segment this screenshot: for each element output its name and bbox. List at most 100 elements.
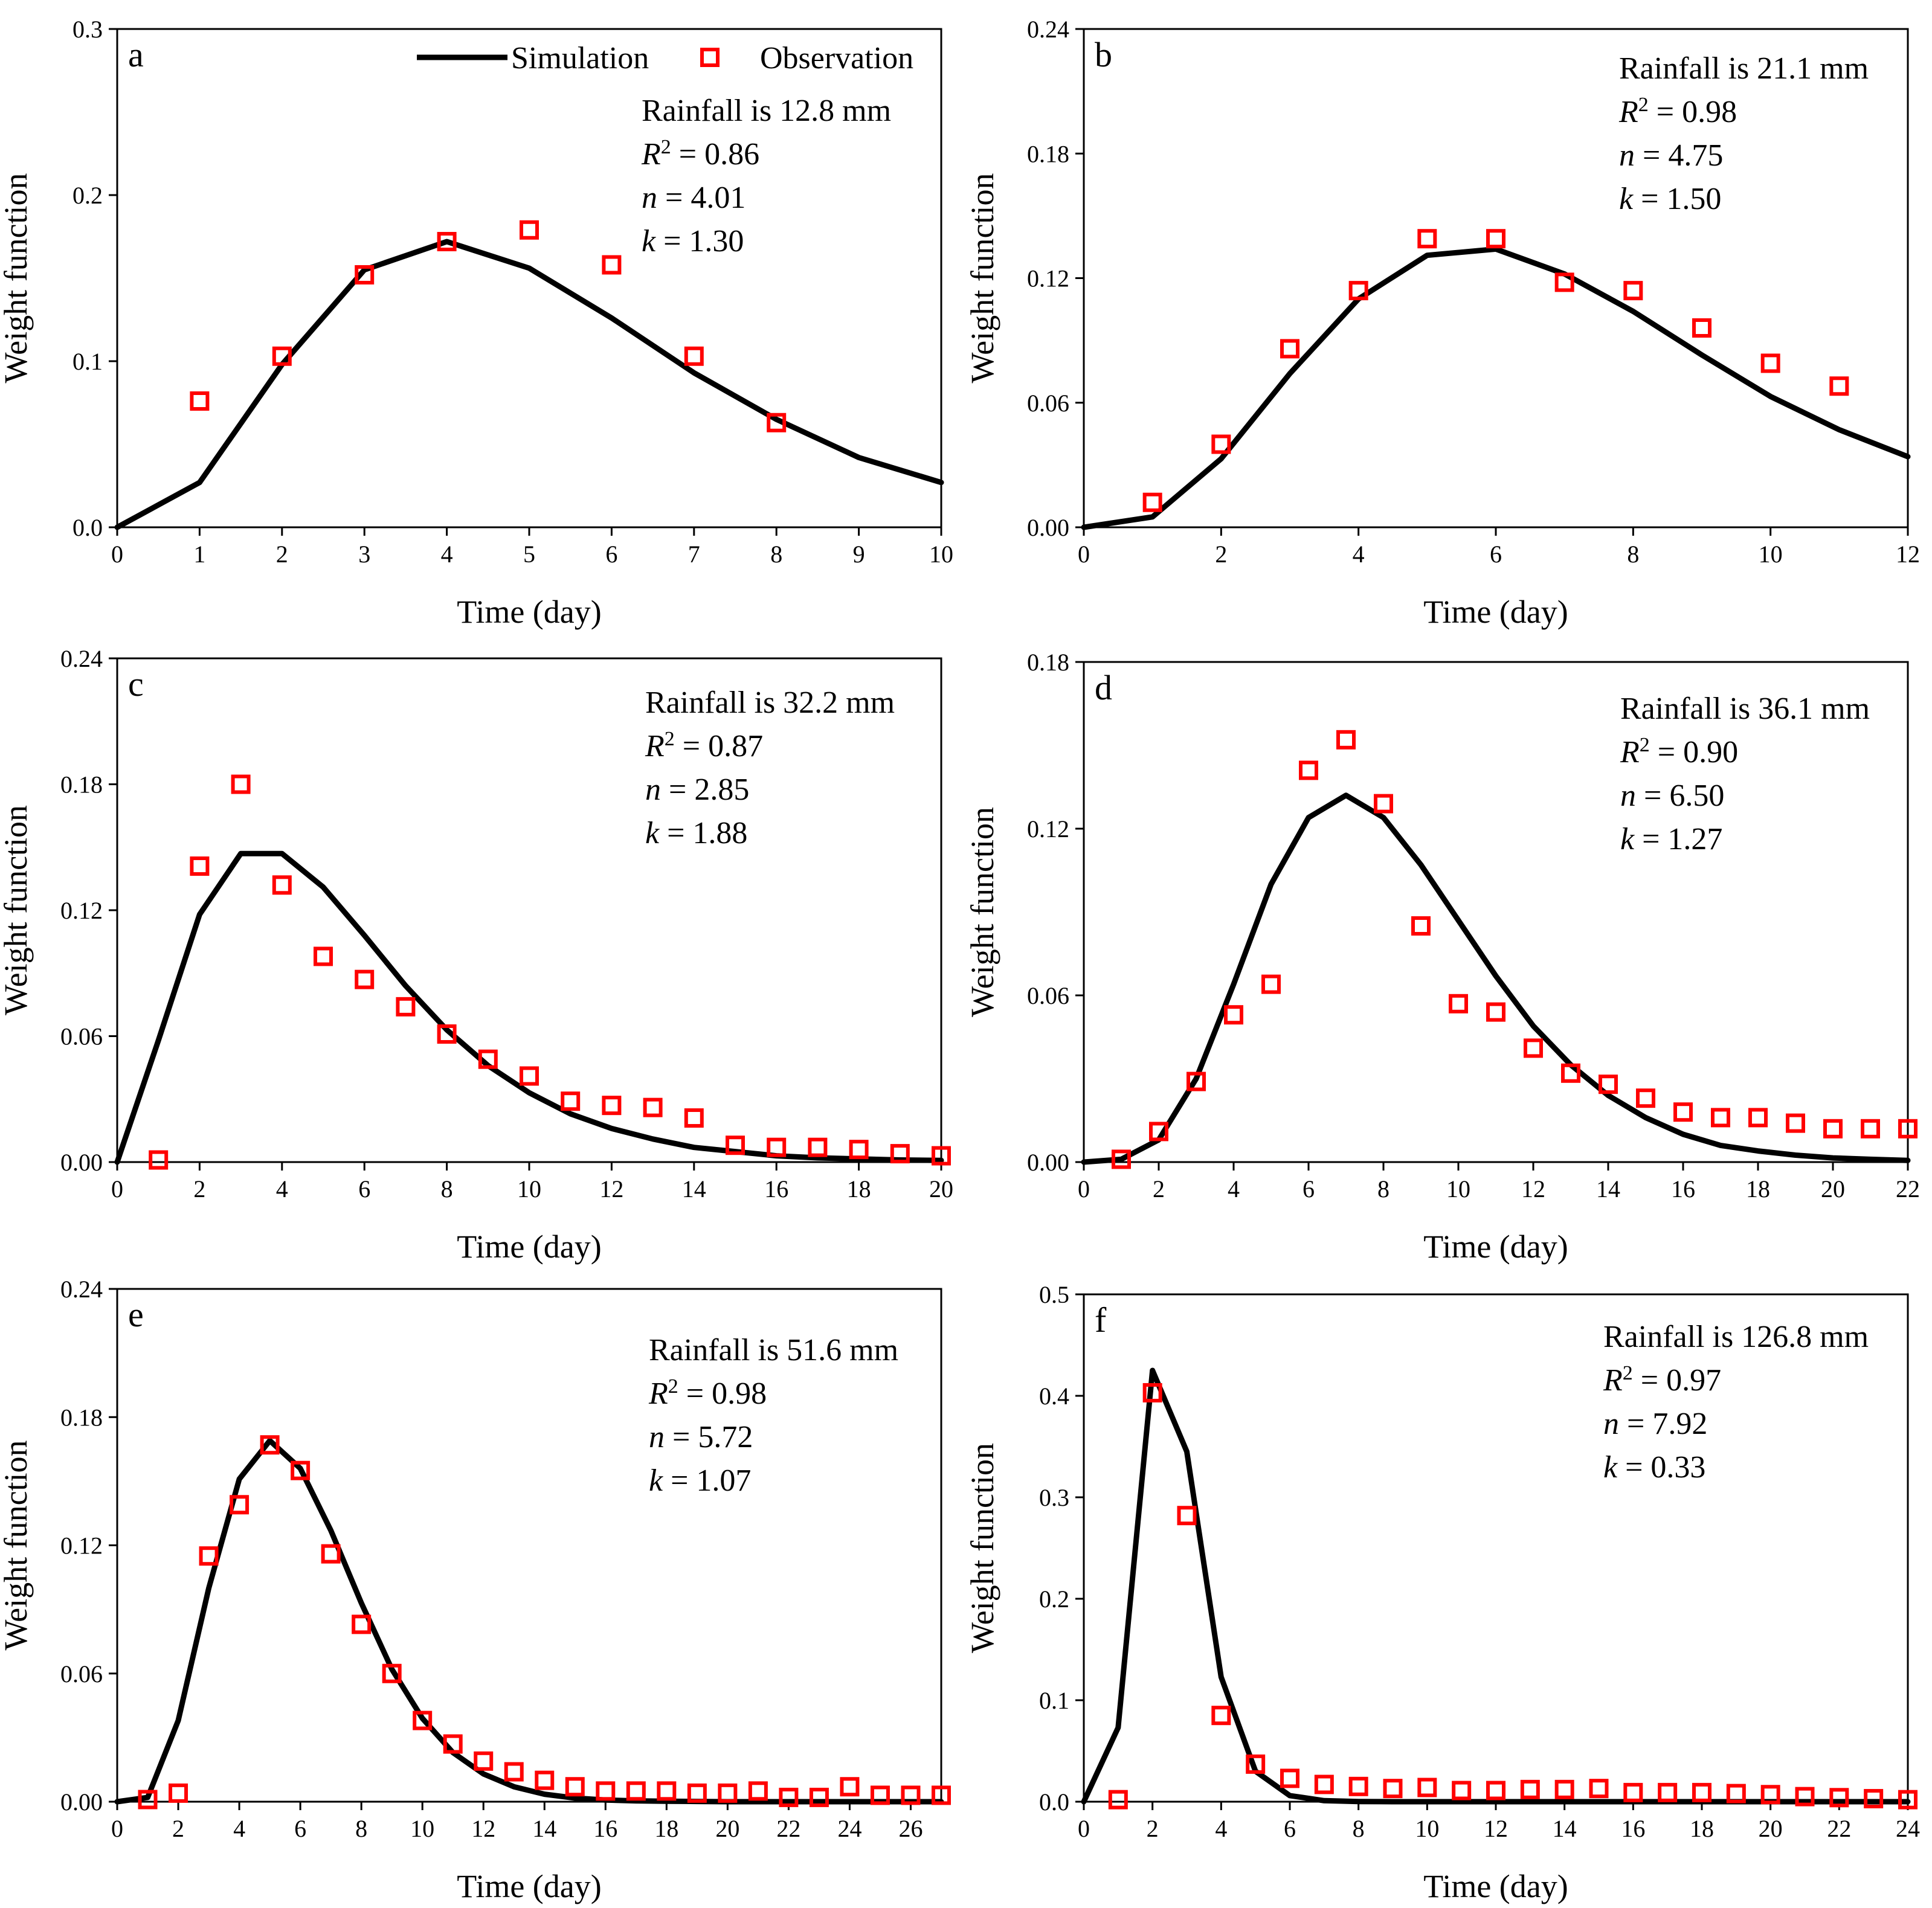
equals-sign: = [671,137,704,172]
y-tick-label: 0.3 [1039,1484,1069,1511]
x-tick-label: 22 [776,1815,800,1842]
observation-point [1861,1119,1880,1139]
observation-point [684,346,704,366]
simulation-line [114,850,944,1165]
x-tick-label: 8 [441,1175,453,1203]
observation-point [1486,1002,1505,1022]
x-tick-label: 16 [1671,1175,1695,1203]
equals-sign: = [655,224,689,259]
x-tick-label: 22 [1827,1815,1851,1842]
equals-sign: = [663,1463,696,1498]
stat-value: 0.98 [712,1376,767,1411]
x-tick-label: 4 [1228,1175,1240,1203]
equals-sign: = [1649,95,1682,129]
observation-point [726,1135,745,1155]
observation-point [321,1544,341,1564]
x-tick-label: 26 [898,1815,923,1842]
x-tick-label: 4 [1215,1815,1227,1842]
stat-symbol: k [645,816,660,850]
observation-point [190,856,210,876]
x-tick-label: 20 [1759,1815,1783,1842]
y-tick-label: 0.1 [1039,1687,1069,1714]
fit-stat-annotation: n = 2.85 [645,773,749,807]
y-axis-title: Weight function [964,173,1000,383]
panel-d: 0 2 4 6 8 10 12 14 16 18 20 22 0.00 0.06 0.12 0.18 Time … [964,649,1920,1265]
equals-sign: = [1634,822,1667,856]
plot-frame [116,657,942,1163]
panel-letter: c [128,664,144,704]
y-axis-title: Weight function [0,173,34,383]
y-tick-label: 0.06 [60,1023,103,1050]
fit-stat-annotation: R2 = 0.86 [641,136,759,172]
x-tick-label: 12 [1896,541,1920,568]
observation-point [840,1777,860,1797]
observation-point [1224,1005,1243,1025]
x-tick-label: 10 [929,541,953,568]
superscript-two: 2 [661,136,671,158]
observation-point [602,255,622,275]
observation-point [1142,492,1162,512]
x-tick-label: 14 [1553,1815,1577,1842]
equals-sign: = [657,181,691,215]
x-tick-label: 8 [1627,541,1639,568]
observation-point [1623,1782,1643,1802]
x-tick-label: 2 [1153,1175,1165,1203]
x-tick-label: 14 [1596,1175,1620,1203]
stat-value: 0.86 [704,137,759,172]
observation-point [1211,1706,1231,1726]
equals-sign: = [1619,1407,1652,1441]
observation-point [932,1785,951,1805]
fit-stat-annotation: R2 = 0.87 [645,728,763,764]
x-tick-label: 24 [837,1815,861,1842]
equals-sign: = [1650,735,1683,769]
x-tick-label: 2 [193,1175,205,1203]
stat-symbol: R [1603,1363,1623,1398]
observation-point [1246,1754,1266,1774]
rainfall-annotation: Rainfall is 32.2 mm [645,686,895,720]
equals-sign: = [659,816,692,850]
rainfall-annotation: Rainfall is 126.8 mm [1603,1320,1869,1354]
x-tick-label: 14 [682,1175,706,1203]
x-tick-label: 24 [1896,1815,1920,1842]
observation-point [1486,1781,1505,1800]
rainfall-annotation: Rainfall is 12.8 mm [642,94,891,128]
stat-value: 1.88 [692,816,747,850]
observation-point [561,1091,581,1111]
x-tick-label: 1 [193,541,205,568]
observation-point [272,875,292,895]
observation-point [1348,1776,1368,1796]
fit-stat-annotation: k = 1.07 [649,1463,751,1498]
observation-point [1486,229,1505,249]
x-tick-label: 0 [111,541,123,568]
x-tick-label: 9 [853,541,865,568]
x-tick-label: 18 [1746,1175,1770,1203]
observation-point [1692,1782,1711,1802]
x-axis-title: Time (day) [1423,1868,1568,1904]
panel-letter: d [1095,668,1112,707]
x-tick-label: 4 [276,1175,288,1203]
x-tick-label: 0 [1078,1175,1090,1203]
y-tick-label: 0.06 [60,1660,103,1688]
stat-symbol: k [1620,822,1635,856]
x-tick-label: 7 [688,541,700,568]
stat-symbol: k [642,224,656,259]
observation-point [1261,974,1281,994]
observation-point [413,1710,433,1730]
stat-symbol: k [649,1463,663,1498]
x-tick-label: 4 [1353,541,1365,568]
stat-value: 7.92 [1652,1407,1707,1441]
stat-symbol: n [649,1420,665,1454]
rainfall-annotation: Rainfall is 51.6 mm [649,1333,898,1367]
rainfall-annotation: Rainfall is 36.1 mm [1620,692,1870,726]
observation-point [478,1049,498,1069]
y-tick-label: 0.24 [1027,16,1069,43]
x-tick-label: 6 [1490,541,1502,568]
observation-point [1599,1074,1618,1094]
x-axis-title: Time (day) [457,1868,602,1904]
x-tick-label: 10 [517,1175,541,1203]
fit-stat-annotation: k = 1.27 [1620,822,1722,856]
x-tick-label: 16 [1621,1815,1645,1842]
observation-point [1211,434,1231,454]
y-axis-title: Weight function [964,807,1000,1017]
x-tick-label: 2 [276,541,288,568]
